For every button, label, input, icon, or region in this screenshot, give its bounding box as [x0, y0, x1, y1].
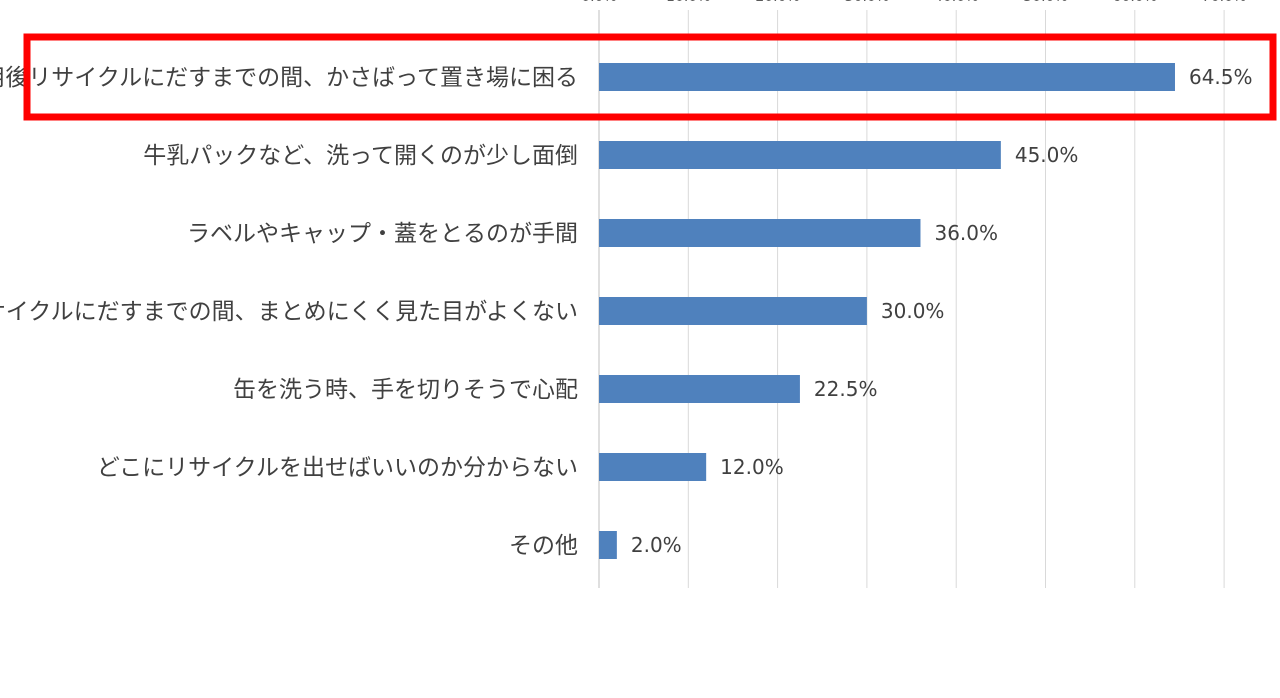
bar [599, 63, 1175, 91]
category-label: 使用後リサイクルにだすまでの間、かさばって置き場に困る [0, 65, 578, 91]
highlight-layer [23, 33, 1277, 121]
x-tick-label: 50.0% [1023, 0, 1067, 5]
category-label: ラベルやキャップ・蓋をとるのが手間 [187, 221, 578, 247]
bar [599, 219, 921, 247]
bar [599, 531, 617, 559]
highlight-box [23, 33, 1277, 121]
bar [599, 375, 800, 403]
x-tick-label: 0.0% [581, 0, 617, 5]
x-tick-label: 40.0% [934, 0, 978, 5]
bar [599, 297, 867, 325]
x-tick-label: 20.0% [755, 0, 799, 5]
data-label: 64.5% [1189, 65, 1253, 89]
category-label: 缶を洗う時、手を切りそうで心配 [233, 377, 578, 403]
bar [599, 453, 707, 481]
data-label: 36.0% [934, 221, 998, 245]
category-label: 牛乳パックなど、洗って開くのが少し面倒 [143, 143, 578, 169]
category-labels: 使用後リサイクルにだすまでの間、かさばって置き場に困る牛乳パックなど、洗って開く… [0, 65, 578, 559]
value-labels: 64.5% 45.0% 36.0% 30.0% 22.5% 12.0% 2.0% [631, 65, 1253, 557]
x-tick-label: 60.0% [1113, 0, 1157, 5]
data-label: 22.5% [814, 377, 878, 401]
category-label: その他 [509, 533, 578, 559]
x-axis-ticks: 0.0% 10.0% 20.0% 30.0% 40.0% 50.0% 60.0% 70.0% [581, 0, 1246, 5]
bar [599, 141, 1001, 169]
category-label: 使用後リサイクルにだすまでの間、まとめにくく見た目がよくない [0, 299, 578, 325]
data-label: 12.0% [720, 455, 784, 479]
data-label: 2.0% [631, 533, 682, 557]
data-label: 45.0% [1015, 143, 1079, 167]
x-tick-label: 70.0% [1202, 0, 1246, 5]
bars [599, 63, 1175, 559]
x-tick-label: 10.0% [666, 0, 710, 5]
data-label: 30.0% [881, 299, 945, 323]
category-label: どこにリサイクルを出せばいいのか分からない [97, 455, 578, 481]
x-tick-label: 30.0% [845, 0, 889, 5]
